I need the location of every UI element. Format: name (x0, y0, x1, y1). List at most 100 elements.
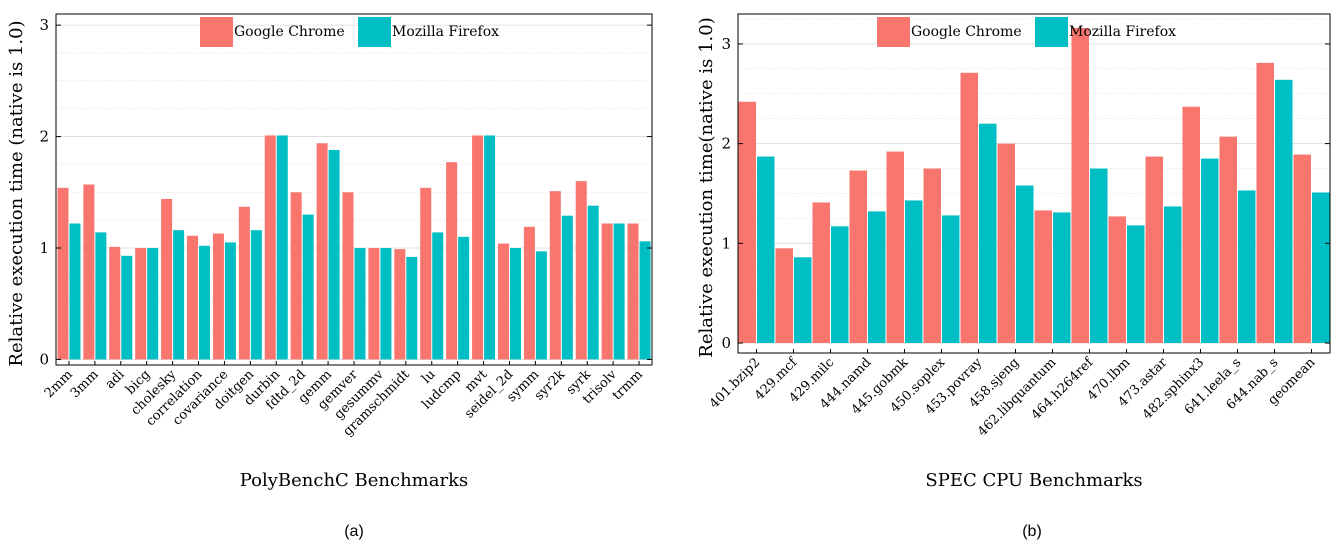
bar-chrome-fdtd-2d (290, 192, 302, 360)
bar-chrome-450-soplex (923, 168, 941, 344)
bar-chrome-doitgen (238, 206, 250, 360)
y-tick-label: 3 (39, 16, 49, 34)
figure-caption: (b) (1022, 523, 1042, 540)
bar-firefox-482-sphinx3 (1201, 158, 1219, 344)
bar-firefox-464-h264ref (1090, 168, 1108, 344)
bar-firefox-gemm (328, 149, 340, 360)
bar-firefox-symm (535, 251, 547, 360)
bar-firefox-adi (121, 255, 133, 360)
bar-chrome-cholesky (161, 198, 173, 360)
bar-chrome-462-libquantum (1034, 210, 1052, 344)
bar-chrome-644-nab-s (1256, 62, 1274, 344)
bar-chrome-429-mcf (775, 248, 793, 344)
bar-chrome-seidel-2d (497, 243, 509, 360)
chart-spec-cpu: 0 1 2 3 401.bzip2429.mcf429.milc444.namd445.… (696, 13, 1331, 540)
x-tick-label: 401.bzip2 (707, 355, 763, 411)
bar-chrome-symm (523, 226, 535, 360)
bar-firefox-doitgen (250, 230, 262, 360)
legend-label-firefox: Mozilla Firefox (392, 24, 499, 40)
bar-chrome-trmm (627, 223, 639, 360)
bar-firefox-gesummv (380, 248, 392, 360)
y-axis: 0 1 2 3 (39, 16, 652, 368)
x-tick-label: syr2k (532, 367, 568, 403)
bar-chrome-bicg (135, 248, 147, 360)
bar-firefox-seidel-2d (509, 248, 521, 360)
plot-frame (737, 13, 1331, 354)
bar-chrome-473-astar (1145, 156, 1163, 344)
bar-firefox-473-astar (1164, 206, 1182, 344)
bar-chrome-470-lbm (1108, 216, 1126, 344)
legend-label-chrome: Google Chrome (911, 24, 1022, 40)
y-tick-label: 3 (721, 35, 731, 53)
bar-chrome-geomean (1293, 154, 1311, 344)
bar-chrome-458-sjeng (997, 143, 1015, 344)
y-tick-label: 0 (39, 350, 49, 368)
bar-firefox-450-soplex (942, 215, 960, 344)
bar-firefox-cholesky (173, 230, 185, 360)
bar-firefox-644-nab-s (1275, 79, 1293, 344)
legend-label-firefox: Mozilla Firefox (1069, 24, 1176, 40)
bar-chrome-covariance (212, 233, 224, 360)
bar-chrome-durbin (264, 135, 276, 360)
bar-chrome-ludcmp (446, 162, 458, 360)
y-tick-label: 2 (721, 135, 731, 153)
bar-firefox-401-bzip2 (757, 156, 775, 344)
bar-firefox-3mm (95, 232, 107, 360)
bar-chrome-641-leela-s (1219, 136, 1237, 344)
x-tick-label: 2mm (42, 367, 76, 401)
figure-caption: (a) (344, 523, 364, 540)
legend-swatch-chrome (877, 17, 910, 47)
bar-chrome-gemm (316, 143, 328, 360)
bar-chrome-lu (420, 187, 432, 360)
bar-chrome-mvt (472, 135, 484, 360)
bar-firefox-durbin (276, 135, 288, 360)
legend-swatch-firefox (1035, 17, 1068, 47)
bar-firefox-453-povray (979, 123, 997, 344)
y-tick-label: 1 (721, 234, 731, 252)
bars (57, 135, 651, 360)
bar-chrome-trisolv (601, 223, 613, 360)
y-tick-label: 1 (39, 239, 49, 257)
bar-firefox-444-namd (868, 211, 886, 344)
bar-chrome-482-sphinx3 (1182, 106, 1200, 344)
x-tick-label: 3mm (68, 367, 102, 401)
bar-chrome-syrk (575, 181, 587, 360)
bar-chrome-429-milc (812, 202, 830, 344)
legend-label-chrome: Google Chrome (234, 24, 345, 40)
bar-firefox-bicg (147, 248, 159, 360)
bar-chrome-syr2k (549, 191, 561, 360)
bar-firefox-covariance (224, 242, 236, 360)
bar-firefox-641-leela-s (1238, 190, 1256, 344)
y-axis: 0 1 2 3 (721, 35, 1330, 352)
bar-chrome-464-h264ref (1071, 27, 1089, 344)
bar-chrome-401-bzip2 (738, 101, 756, 344)
bar-firefox-syr2k (561, 215, 573, 360)
bar-firefox-gemver (354, 248, 366, 360)
x-axis-label: SPEC CPU Benchmarks (925, 470, 1142, 491)
bar-chrome-correlation (187, 235, 199, 360)
bar-firefox-syrk (587, 205, 599, 360)
bar-firefox-gramschmidt (406, 256, 418, 360)
y-tick-label: 0 (721, 334, 731, 352)
bar-firefox-fdtd-2d (302, 214, 314, 360)
bar-chrome-3mm (83, 184, 95, 360)
bar-chrome-444-namd (849, 170, 867, 344)
bar-chrome-2mm (57, 187, 69, 360)
bar-chrome-gemver (342, 192, 354, 360)
bar-chrome-adi (109, 246, 121, 360)
y-axis-label: Relative execution time (native is 1.0) (6, 20, 27, 366)
legend-swatch-chrome (200, 17, 233, 47)
bar-firefox-correlation (199, 245, 211, 360)
bar-chrome-gesummv (368, 248, 380, 360)
x-tick-label: lu (419, 367, 438, 386)
bar-chrome-gramschmidt (394, 249, 406, 360)
bar-chrome-453-povray (960, 72, 978, 344)
y-tick-label: 2 (39, 128, 49, 146)
bar-firefox-trmm (639, 241, 651, 360)
bar-firefox-2mm (69, 223, 81, 360)
bar-firefox-429-mcf (794, 257, 812, 344)
y-axis-label: Relative execution time(native is 1.0) (696, 17, 717, 357)
